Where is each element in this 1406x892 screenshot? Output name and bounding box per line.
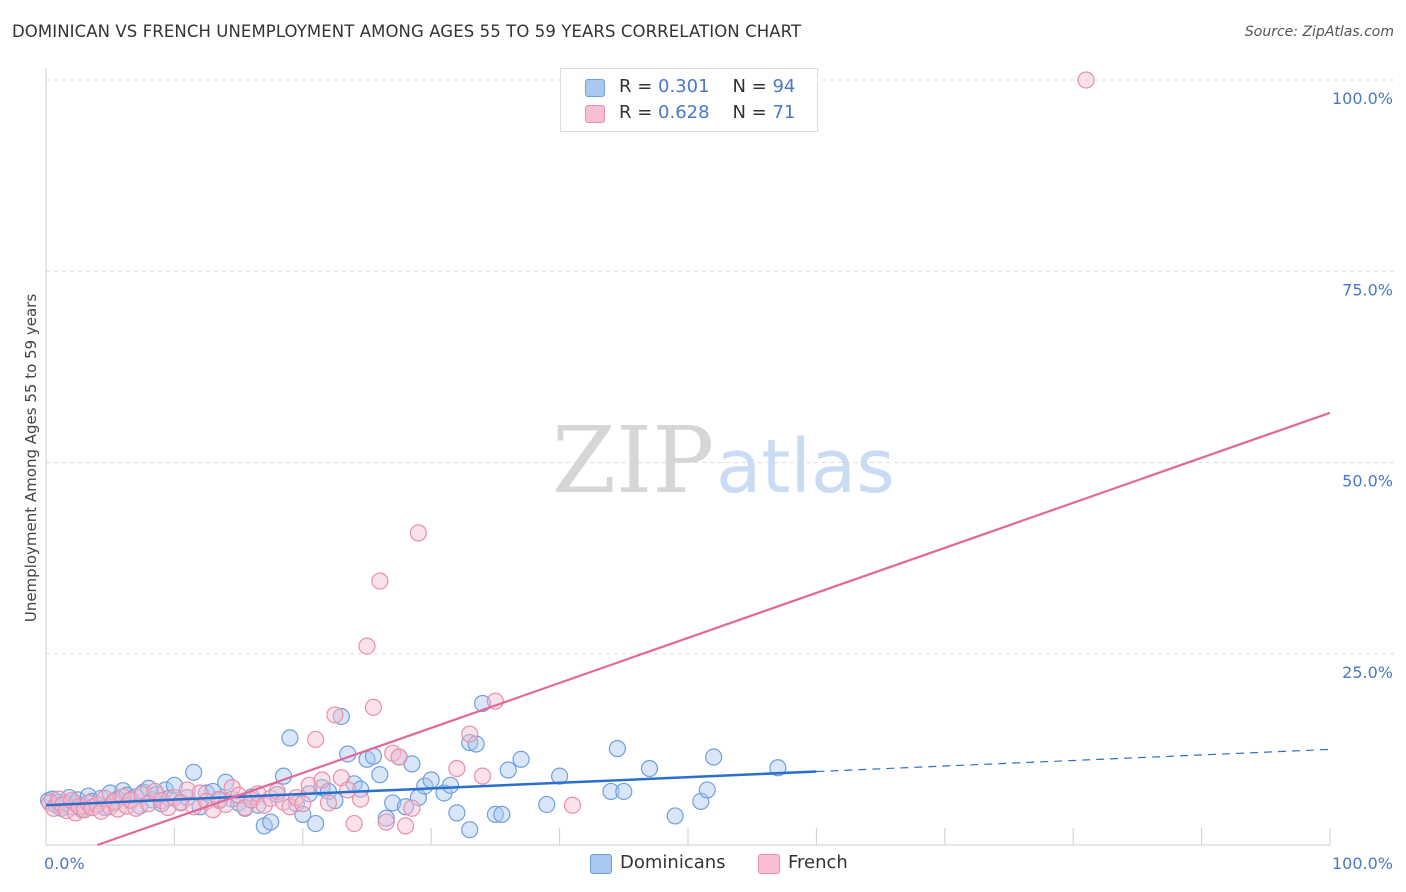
grid-lines	[46, 79, 1394, 655]
dominican-point	[769, 759, 787, 777]
dominican-point	[608, 740, 626, 758]
dominican-point	[396, 798, 415, 816]
legend: R = 0.301 N = 94 R = 0.628 N = 71	[560, 68, 818, 132]
dominican-point	[377, 809, 395, 827]
french-point	[339, 781, 357, 799]
french-point	[313, 771, 331, 789]
dominican-point	[512, 750, 530, 768]
trend-line-french	[96, 411, 1331, 847]
dominican-point	[332, 707, 350, 726]
legend-swatch-french	[585, 105, 605, 123]
trend-lines	[45, 411, 1331, 847]
french-point	[448, 759, 466, 778]
chart-title: DOMINICAN VS FRENCH UNEMPLOYMENT AMONG A…	[12, 22, 802, 41]
french-point	[371, 572, 389, 590]
source-label: Source: ZipAtlas.com	[1244, 24, 1394, 40]
dominican-point	[493, 805, 511, 824]
dominican-point	[262, 813, 280, 831]
bottom-legend-swatch-dominicans	[590, 854, 612, 874]
dominican-point	[441, 776, 460, 794]
legend-r-label: R =	[619, 102, 659, 123]
french-point	[377, 813, 395, 831]
y-tick-labels: 25.0% 50.0% 75.0% 100.0%	[1332, 89, 1393, 682]
y-tick-label: 75.0%	[1342, 280, 1393, 299]
french-point	[409, 524, 427, 542]
dominican-point	[281, 729, 299, 747]
legend-row-french: R = 0.628 N = 71	[585, 102, 795, 126]
french-point	[319, 794, 338, 812]
bottom-legend-label-french: French	[788, 852, 848, 873]
y-axis-title: Unemployment Among Ages 55 to 59 years	[22, 294, 40, 623]
french-point	[473, 767, 492, 785]
bottom-legend-label-dominicans: Dominicans	[620, 852, 726, 873]
french-point	[133, 785, 151, 804]
dominican-point	[550, 767, 569, 785]
french-point	[1077, 71, 1095, 89]
french-point	[326, 706, 344, 724]
watermark-atlas: atlas	[716, 424, 895, 510]
dominican-point	[448, 804, 466, 822]
legend-n-label: N =	[732, 76, 773, 97]
x-tick-label: 0.0%	[44, 854, 85, 873]
french-point	[351, 790, 370, 808]
french-point	[563, 796, 582, 814]
dominican-point	[640, 759, 659, 778]
legend-swatch-dominicans	[585, 79, 605, 97]
x-tick-labels: 0.0% 100.0%	[44, 854, 1393, 873]
french-point	[345, 814, 363, 833]
french-point	[307, 730, 325, 749]
dominican-point	[698, 781, 716, 799]
french-point	[281, 798, 299, 816]
trend-extension-dominicans	[816, 748, 1331, 773]
dominican-point	[307, 814, 325, 833]
dominican-point	[499, 761, 517, 779]
dominican-point	[165, 776, 183, 794]
dominican-point	[705, 748, 723, 766]
dominican-point	[371, 766, 389, 784]
dominican-point	[422, 771, 440, 789]
legend-n-value-french: 71	[772, 102, 796, 123]
legend-r-value-french: 0.628	[658, 102, 710, 123]
dominican-point	[602, 782, 620, 801]
axes	[45, 68, 1331, 846]
french-point	[255, 796, 273, 814]
y-tick-label: 50.0%	[1342, 472, 1393, 491]
french-point	[364, 698, 383, 716]
dominican-point	[351, 780, 370, 798]
legend-n-label: N =	[732, 102, 773, 123]
dominican-point	[185, 763, 203, 781]
french-point	[403, 799, 421, 817]
french-point	[461, 725, 479, 743]
dominican-point	[467, 735, 485, 753]
dominican-point	[384, 794, 402, 812]
french-point	[390, 748, 408, 766]
legend-row-dominicans: R = 0.301 N = 94	[585, 76, 795, 100]
dominican-point	[615, 782, 633, 801]
dominican-point	[461, 821, 479, 839]
trend-line-dominicans	[45, 770, 817, 807]
legend-n-value-dominicans: 94	[772, 76, 796, 97]
french-point	[358, 637, 376, 655]
dominican-point	[666, 807, 684, 825]
dominican-point	[486, 805, 504, 824]
french-point	[294, 795, 312, 813]
legend-r-label: R =	[619, 76, 659, 97]
bottom-legend-swatch-french	[758, 854, 780, 874]
french-point	[396, 817, 415, 835]
y-tick-label: 25.0%	[1342, 663, 1393, 682]
dominican-point	[538, 795, 556, 814]
x-tick-label: 100.0%	[1332, 854, 1393, 873]
watermark-zip: ZIP	[552, 407, 714, 514]
y-tick-label: 100.0%	[1332, 89, 1393, 108]
legend-r-value-dominicans: 0.301	[658, 76, 710, 97]
